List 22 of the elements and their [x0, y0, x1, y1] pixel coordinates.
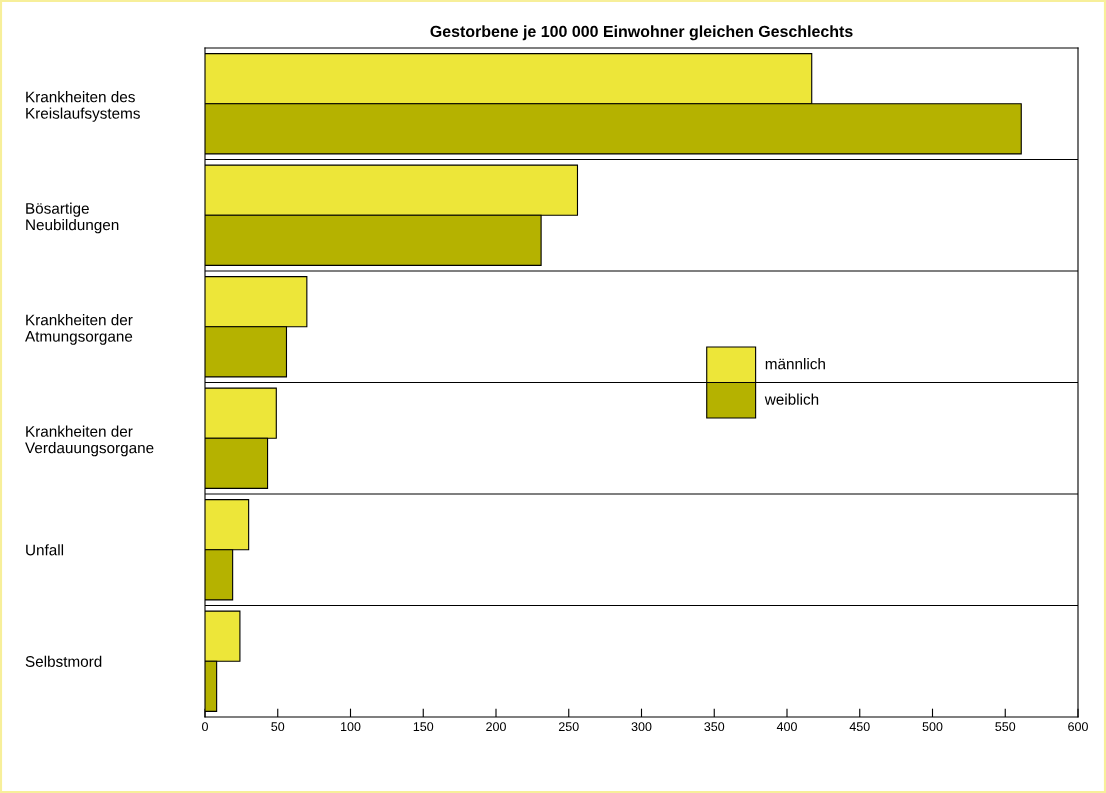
- legend-label: männlich: [765, 358, 825, 370]
- x-tick-label: 200: [486, 722, 506, 732]
- x-tick-label: 600: [1068, 722, 1088, 732]
- x-tick-label: 350: [704, 722, 725, 732]
- legend-label: weiblich: [764, 393, 819, 405]
- y-tick-label: Bösartige Neubildungen: [26, 202, 119, 234]
- chart-title: Gestorbene je 100 000 Einwohner gleichen Geschlechts: [430, 25, 853, 41]
- x-tick-label: 100: [341, 722, 361, 732]
- y-tick-label: Unfall: [26, 544, 64, 556]
- x-tick-label: 0: [202, 722, 208, 732]
- x-tick-label: 500: [922, 722, 943, 732]
- y-tick-label: Selbstmord: [25, 655, 102, 667]
- x-tick-label: 550: [995, 722, 1016, 732]
- y-tick-label: Krankheiten der Verdauungsorgane: [25, 425, 154, 457]
- y-tick-label: Krankheiten der Atmungsorgane: [25, 314, 133, 345]
- x-tick-label: 450: [849, 722, 870, 732]
- x-tick-label: 250: [558, 722, 579, 732]
- x-tick-label: 50: [271, 722, 285, 732]
- x-tick-label: 400: [776, 722, 797, 732]
- y-tick-label: Krankheiten des Kreislaufsystems: [26, 91, 140, 122]
- x-tick-label: 150: [413, 722, 434, 732]
- x-tick-label: 300: [631, 722, 652, 732]
